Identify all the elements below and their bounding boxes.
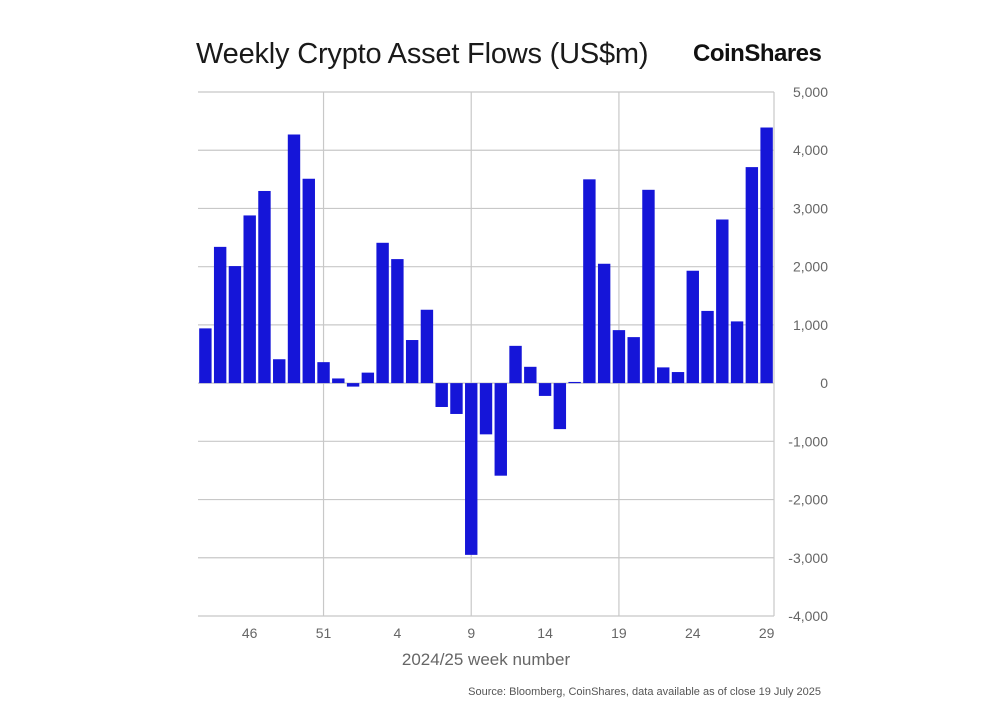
bar-week-4: [391, 259, 404, 384]
y-tick-label: -1,000: [788, 433, 828, 449]
x-axis-label: 2024/25 week number: [402, 650, 571, 669]
y-tick-label: -4,000: [788, 608, 828, 624]
bar-week-24: [686, 270, 699, 384]
bar-week-48: [273, 359, 286, 384]
bar-week-10: [479, 383, 493, 435]
bar-week-45: [228, 266, 242, 384]
y-tick-label: 0: [820, 375, 828, 391]
bar-week-44: [213, 246, 227, 384]
bar-week-5: [405, 340, 419, 384]
bar-week-11: [494, 383, 507, 476]
bar-week-25: [701, 310, 714, 384]
bar-week-9: [465, 383, 478, 555]
y-tick-label: 5,000: [793, 84, 828, 100]
bar-week-26: [716, 219, 729, 384]
bar-week-27: [730, 321, 744, 384]
bar-week-7: [435, 383, 448, 407]
coinshares-logo: CoinShares: [693, 40, 822, 67]
bar-week-52: [332, 378, 345, 384]
bar-week-15: [553, 383, 567, 430]
bar-week-47: [258, 190, 271, 384]
bar-week-6: [420, 309, 434, 384]
y-tick-label: -2,000: [788, 492, 828, 508]
bar-week-3: [376, 242, 389, 384]
bar-week-43: [199, 328, 212, 384]
x-tick-label: 24: [685, 625, 701, 641]
bar-week-20: [627, 337, 640, 384]
chart-title: Weekly Crypto Asset Flows (US$m): [196, 38, 649, 70]
x-axis-ticks: 46 51 4 9 14 19 24 29: [242, 625, 775, 641]
bar-week-2: [361, 372, 375, 384]
bar-week-28: [745, 167, 759, 384]
bar-week-8: [450, 383, 463, 414]
y-axis-ticks: 5,000 4,000 3,000 2,000 1,000 0 -1,000 -2,000 -3…: [788, 84, 828, 624]
y-tick-label: 2,000: [793, 259, 828, 275]
bar-week-19: [612, 330, 626, 384]
bar-week-18: [597, 263, 611, 384]
x-tick-label: 9: [467, 625, 475, 641]
y-tick-label: 4,000: [793, 142, 828, 158]
bar-week-46: [243, 215, 256, 384]
y-tick-label: 3,000: [793, 200, 828, 216]
bar-week-29: [760, 127, 773, 384]
x-tick-label: 46: [242, 625, 258, 641]
bar-week-12: [509, 345, 522, 384]
bar-week-21: [642, 189, 655, 384]
x-tick-label: 29: [759, 625, 775, 641]
bar-week-23: [671, 372, 685, 384]
bar-week-22: [657, 367, 670, 384]
bar-week-49: [287, 134, 301, 384]
y-tick-label: 1,000: [793, 317, 828, 333]
bar-week-51: [317, 362, 330, 384]
bar-week-14: [538, 383, 552, 396]
y-tick-label: -3,000: [788, 550, 828, 566]
source-note: Source: Bloomberg, CoinShares, data avai…: [468, 686, 821, 698]
bar-week-1: [346, 383, 360, 387]
bars: [199, 127, 773, 555]
x-tick-label: 4: [393, 625, 401, 641]
bar-week-50: [302, 178, 315, 384]
bar-week-13: [524, 366, 537, 384]
x-tick-label: 14: [537, 625, 553, 641]
x-tick-label: 51: [316, 625, 332, 641]
x-tick-label: 19: [611, 625, 627, 641]
bar-week-16: [568, 381, 581, 384]
bar-week-17: [583, 179, 596, 384]
